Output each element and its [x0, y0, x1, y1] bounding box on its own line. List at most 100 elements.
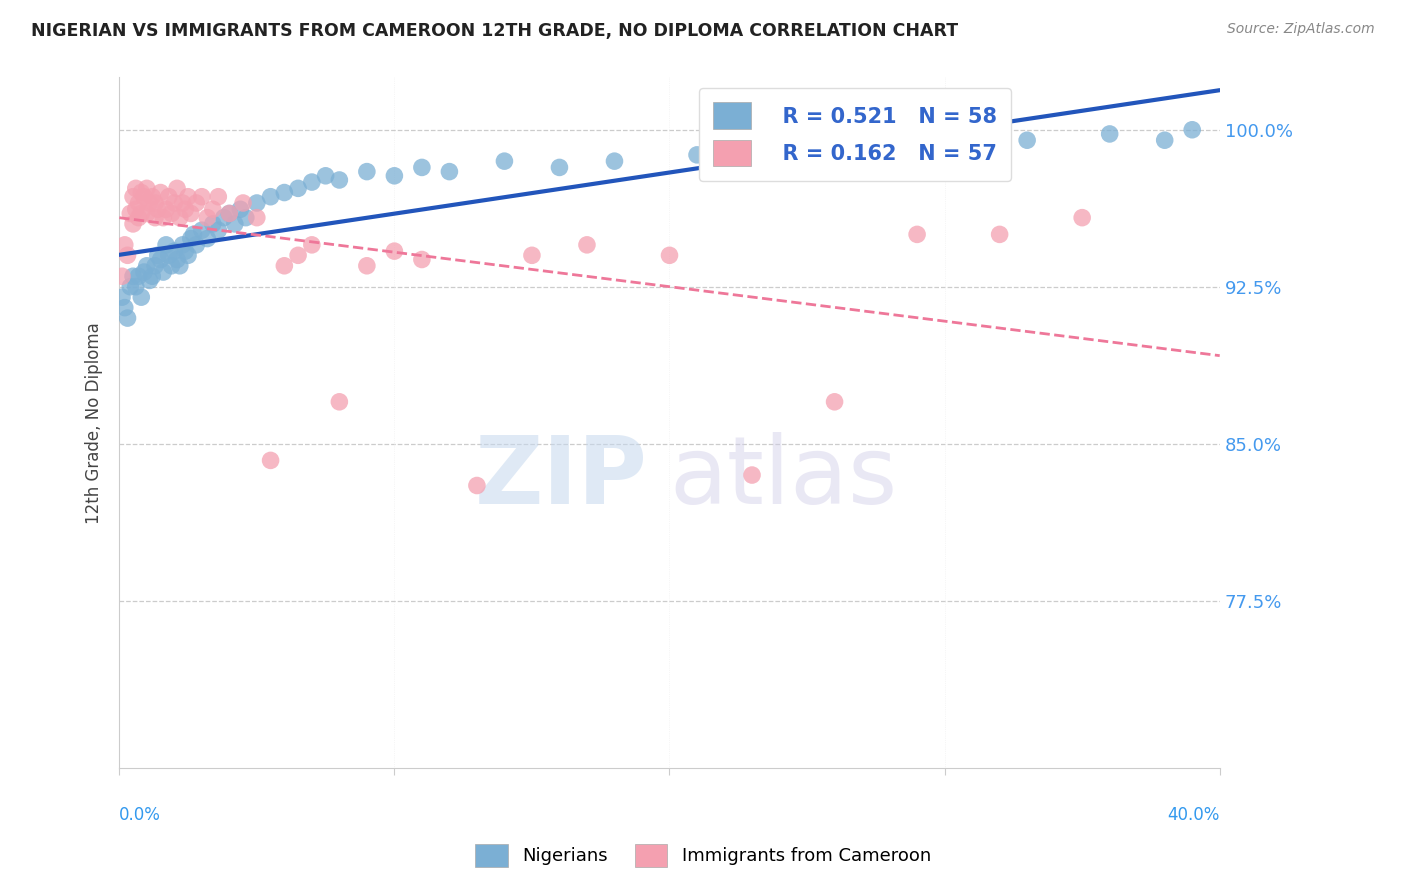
Text: ZIP: ZIP: [475, 432, 648, 524]
Point: [494, 154, 516, 169]
Point: [988, 227, 1011, 242]
Point: [132, 265, 155, 279]
Point: [328, 173, 350, 187]
Point: [128, 269, 150, 284]
Point: [186, 196, 208, 211]
Point: [152, 265, 174, 279]
Point: [824, 394, 846, 409]
Point: [905, 227, 928, 242]
Point: [1153, 133, 1175, 147]
Point: [138, 196, 160, 211]
Point: [128, 196, 150, 211]
Point: [166, 181, 188, 195]
Point: [122, 190, 145, 204]
Point: [128, 211, 150, 225]
Point: [143, 211, 166, 225]
Point: [201, 202, 224, 217]
Text: Source: ZipAtlas.com: Source: ZipAtlas.com: [1227, 22, 1375, 37]
Point: [384, 244, 406, 259]
Point: [149, 186, 172, 200]
Point: [356, 164, 378, 178]
Point: [273, 186, 295, 200]
Point: [122, 269, 145, 284]
Point: [117, 311, 139, 326]
Point: [117, 248, 139, 262]
Point: [465, 478, 488, 492]
Point: [120, 279, 142, 293]
Point: [141, 190, 163, 204]
Point: [520, 248, 543, 262]
Point: [155, 202, 177, 217]
Point: [235, 211, 257, 225]
Point: [169, 259, 191, 273]
Point: [132, 190, 155, 204]
Point: [177, 190, 200, 204]
Point: [157, 190, 180, 204]
Point: [195, 211, 218, 225]
Point: [201, 217, 224, 231]
Point: [273, 259, 295, 273]
Point: [174, 244, 197, 259]
Point: [143, 259, 166, 273]
Point: [183, 227, 205, 242]
Point: [548, 161, 571, 175]
Point: [114, 237, 136, 252]
Point: [146, 202, 169, 217]
Point: [229, 202, 252, 217]
Point: [114, 301, 136, 315]
Point: [163, 196, 186, 211]
Point: [141, 269, 163, 284]
Point: [768, 144, 790, 158]
Text: atlas: atlas: [669, 432, 898, 524]
Point: [180, 206, 202, 220]
Point: [575, 237, 598, 252]
Y-axis label: 12th Grade, No Diploma: 12th Grade, No Diploma: [86, 322, 103, 524]
Point: [143, 196, 166, 211]
Point: [155, 237, 177, 252]
Point: [152, 211, 174, 225]
Point: [186, 237, 208, 252]
Point: [207, 223, 229, 237]
Point: [259, 453, 281, 467]
Point: [125, 181, 148, 195]
Point: [658, 248, 681, 262]
Text: 0.0%: 0.0%: [120, 805, 162, 823]
Point: [315, 169, 337, 183]
Point: [259, 190, 281, 204]
Point: [301, 175, 323, 189]
Point: [218, 206, 240, 220]
Point: [166, 252, 188, 267]
Point: [169, 211, 191, 225]
Point: [172, 196, 194, 211]
Point: [232, 196, 254, 211]
Point: [122, 217, 145, 231]
Point: [160, 259, 183, 273]
Point: [191, 190, 214, 204]
Point: [138, 273, 160, 287]
Point: [111, 290, 134, 304]
Point: [686, 148, 709, 162]
Point: [177, 248, 200, 262]
Legend:   R = 0.521   N = 58,   R = 0.162   N = 57: R = 0.521 N = 58, R = 0.162 N = 57: [699, 87, 1011, 181]
Point: [287, 248, 309, 262]
Point: [1098, 127, 1121, 141]
Point: [129, 290, 152, 304]
Point: [146, 248, 169, 262]
Legend: Nigerians, Immigrants from Cameroon: Nigerians, Immigrants from Cameroon: [468, 837, 938, 874]
Point: [120, 206, 142, 220]
Text: 40.0%: 40.0%: [1167, 805, 1220, 823]
Point: [439, 164, 461, 178]
Point: [125, 202, 148, 217]
Text: NIGERIAN VS IMMIGRANTS FROM CAMEROON 12TH GRADE, NO DIPLOMA CORRELATION CHART: NIGERIAN VS IMMIGRANTS FROM CAMEROON 12T…: [31, 22, 957, 40]
Point: [246, 211, 269, 225]
Point: [301, 237, 323, 252]
Point: [174, 202, 197, 217]
Point: [129, 206, 152, 220]
Point: [135, 206, 157, 220]
Point: [149, 252, 172, 267]
Point: [411, 161, 433, 175]
Point: [218, 206, 240, 220]
Point: [287, 181, 309, 195]
Point: [163, 244, 186, 259]
Point: [1071, 211, 1094, 225]
